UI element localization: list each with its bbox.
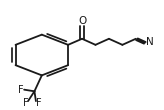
Text: N: N bbox=[146, 37, 153, 47]
Text: F: F bbox=[36, 98, 41, 108]
Text: O: O bbox=[78, 16, 86, 26]
Text: F: F bbox=[18, 85, 23, 95]
Text: F: F bbox=[23, 98, 28, 108]
